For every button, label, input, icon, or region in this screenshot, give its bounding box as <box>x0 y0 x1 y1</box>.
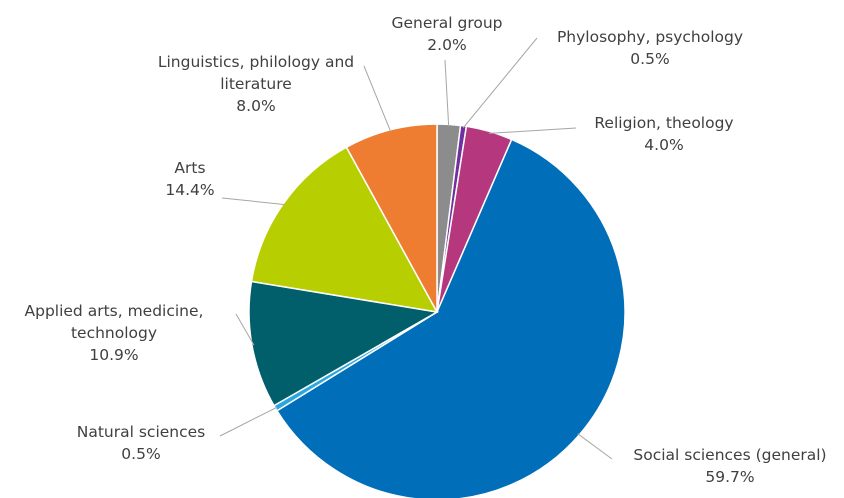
value-label: 4.0% <box>644 136 684 154</box>
value-label: 2.0% <box>427 36 467 54</box>
category-label: Arts <box>174 159 206 177</box>
data-label: Natural sciences 0.5% <box>56 421 226 465</box>
pie-slice <box>248 280 440 407</box>
leader-line <box>221 197 286 206</box>
pie-slice <box>250 146 439 313</box>
value-label: 59.7% <box>705 468 755 486</box>
leader-line <box>462 37 538 129</box>
data-label: Phylosophy, psychology 0.5% <box>530 26 770 70</box>
category-label: Applied arts, medicine, technology <box>24 302 204 342</box>
value-label: 8.0% <box>236 97 276 115</box>
leader-line <box>444 59 450 127</box>
category-label: Linguistics, philology and literature <box>157 53 355 93</box>
data-label: Religion, theology 4.0% <box>564 112 764 156</box>
leader-line <box>219 406 278 437</box>
category-label: Religion, theology <box>594 114 734 132</box>
category-label: Social sciences (general) <box>633 446 827 464</box>
category-label: General group <box>391 14 503 32</box>
leader-line <box>235 313 255 346</box>
data-label: Arts 14.4% <box>130 157 250 201</box>
value-label: 0.5% <box>121 445 161 463</box>
value-label: 14.4% <box>165 181 215 199</box>
data-label: Linguistics, philology and literature 8.0… <box>139 51 374 117</box>
category-label: Natural sciences <box>76 423 206 441</box>
leader-line <box>488 127 577 134</box>
category-label: Phylosophy, psychology <box>556 28 744 46</box>
value-label: 10.9% <box>89 346 139 364</box>
value-label: 0.5% <box>630 50 670 68</box>
leader-line <box>577 433 613 460</box>
data-label: Social sciences (general) 59.7% <box>610 444 844 488</box>
data-label: General group 2.0% <box>367 12 527 56</box>
leader-line <box>363 65 392 133</box>
data-label: Applied arts, medicine, technology 10.9% <box>7 300 222 366</box>
